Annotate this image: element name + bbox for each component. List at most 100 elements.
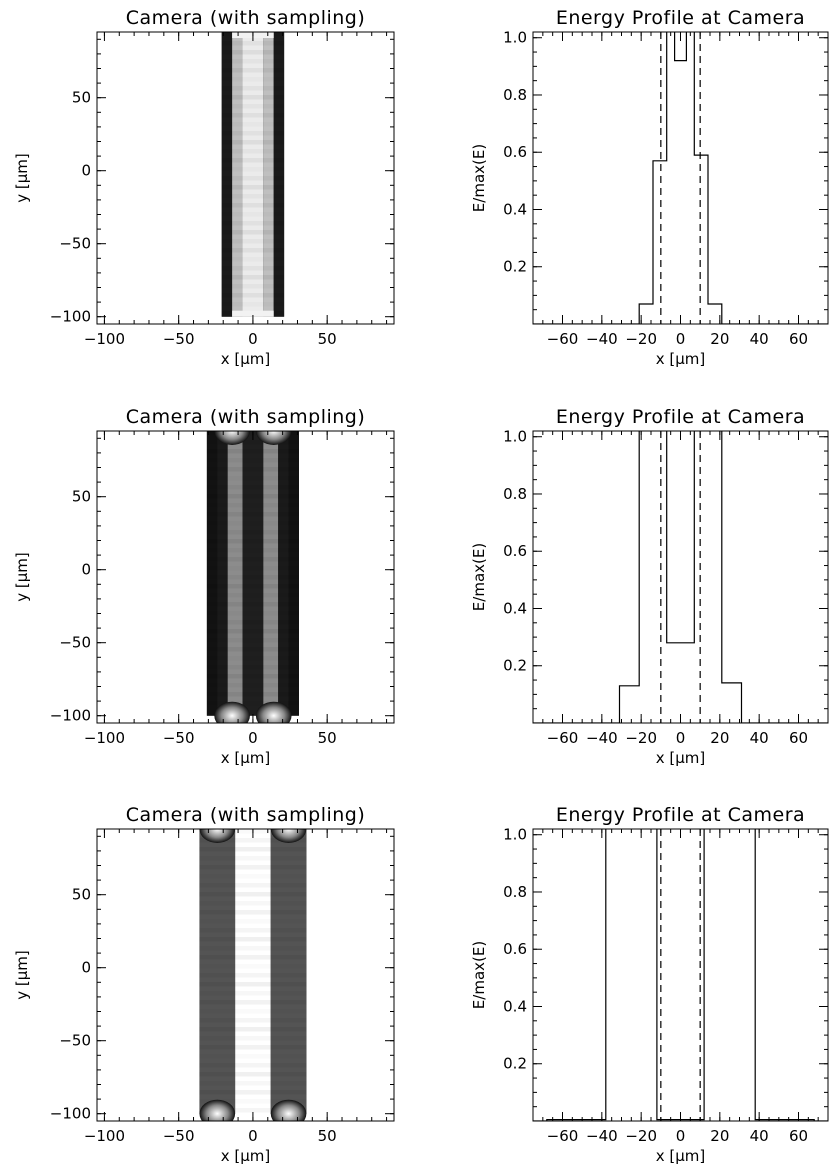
sampling-row <box>199 856 306 861</box>
sampling-row <box>222 212 284 217</box>
plot-frame <box>96 828 395 1122</box>
y-tick-label: 0.2 <box>503 1055 527 1073</box>
sampling-row <box>206 665 299 670</box>
intensity-band <box>270 829 307 1114</box>
y-tick-label: −50 <box>59 634 91 652</box>
y-tick-label: 0.4 <box>503 599 527 617</box>
x-tick-label: −50 <box>163 330 195 348</box>
sampling-row <box>221 230 285 235</box>
y-tick-label: 0.8 <box>503 485 527 503</box>
plot-frame <box>96 430 395 724</box>
sampling-row <box>206 575 299 580</box>
sampling-row <box>207 683 299 688</box>
intensity-band <box>242 431 264 716</box>
sampling-row <box>206 584 299 589</box>
sampling-row <box>207 548 299 553</box>
y-tick-label: 1.0 <box>503 826 527 844</box>
sampling-row <box>221 50 285 55</box>
x-tick-label: 60 <box>789 330 808 348</box>
chart-title: Energy Profile at Camera <box>556 804 805 826</box>
sampling-row <box>206 512 299 517</box>
x-tick-label: 60 <box>789 729 808 747</box>
sampling-row <box>206 440 299 445</box>
y-tick-label: 0 <box>81 162 91 180</box>
sampling-row <box>221 275 285 280</box>
sampling-row <box>199 955 307 960</box>
sampling-row <box>222 257 284 262</box>
sampling-row <box>222 239 284 244</box>
sampling-row <box>206 710 299 715</box>
sampling-row <box>199 937 307 942</box>
x-tick-label: −40 <box>586 729 618 747</box>
sampling-row <box>221 185 285 190</box>
y-tick-label: 1.0 <box>503 428 527 446</box>
sampling-row <box>222 302 284 307</box>
intensity-band <box>217 431 228 716</box>
sampling-row <box>207 521 299 526</box>
plot-area <box>97 32 394 324</box>
sampling-row <box>199 1009 306 1014</box>
sampling-row <box>222 122 284 127</box>
sampling-row <box>207 458 299 463</box>
plot-area <box>97 431 394 723</box>
x-tick-label: 50 <box>318 729 337 747</box>
sampling-row <box>199 1108 307 1113</box>
sampling-row <box>221 176 285 181</box>
x-tick-label: 20 <box>710 330 729 348</box>
sampling-row <box>199 865 307 870</box>
sampling-row <box>199 919 306 924</box>
x-tick-label: −50 <box>163 729 195 747</box>
x-tick-label: −60 <box>547 1127 579 1145</box>
sampling-row <box>206 485 299 490</box>
chart-title: Energy Profile at Camera <box>556 7 805 29</box>
x-tick-label: 50 <box>318 330 337 348</box>
sampling-row <box>199 928 307 933</box>
plot-area <box>533 431 828 723</box>
y-tick-label: 50 <box>72 488 91 506</box>
x-tick-label: 40 <box>750 729 769 747</box>
y-axis-label: y [μm] <box>13 950 31 1000</box>
panel-camera-image-1: Camera (with sampling) −100 −50 0 50 −100 −50 0… <box>13 7 395 368</box>
sampling-row <box>199 1054 306 1059</box>
y-tick-label: −100 <box>50 707 91 725</box>
y-tick-label: 1.0 <box>503 29 527 47</box>
sampling-row <box>199 874 306 879</box>
sampling-row <box>206 530 299 535</box>
sampling-row <box>221 140 285 145</box>
sampling-row <box>207 656 299 661</box>
sampling-row <box>199 982 307 987</box>
sampling-row <box>206 449 299 454</box>
x-tick-label: −100 <box>84 729 125 747</box>
intensity-band <box>199 829 236 1114</box>
sampling-row <box>207 476 299 481</box>
sampling-row <box>206 494 299 499</box>
sampling-row <box>199 991 306 996</box>
y-axis-label: E/max(E) <box>470 144 488 212</box>
sampling-row <box>199 964 306 969</box>
y-axis-label: E/max(E) <box>470 941 488 1009</box>
x-tick-label: 50 <box>318 1127 337 1145</box>
intensity-band <box>288 431 299 716</box>
x-tick-label: −100 <box>84 1127 125 1145</box>
x-tick-label: −60 <box>547 330 579 348</box>
x-tick-label: 0 <box>248 330 258 348</box>
x-tick-label: −20 <box>625 729 657 747</box>
y-tick-label: 0.6 <box>503 143 527 161</box>
sampling-row <box>199 901 306 906</box>
energy-profile-line <box>533 431 828 723</box>
sampling-row <box>199 883 307 888</box>
y-tick-label: 0.4 <box>503 200 527 218</box>
sampling-row <box>199 1081 306 1086</box>
x-tick-label: −100 <box>84 330 125 348</box>
plot-frame <box>532 31 829 325</box>
y-tick-label: 0.4 <box>503 997 527 1015</box>
sampling-row <box>222 284 284 289</box>
y-tick-label: 0.8 <box>503 883 527 901</box>
sampling-row <box>206 467 299 472</box>
y-axis-label: E/max(E) <box>470 543 488 611</box>
sampling-row <box>206 620 299 625</box>
sampling-row <box>221 158 285 163</box>
panel-energy-profile-2: Energy Profile at Camera −60 −40 −20 0 20 40 60… <box>470 406 829 767</box>
sampling-row <box>221 266 285 271</box>
